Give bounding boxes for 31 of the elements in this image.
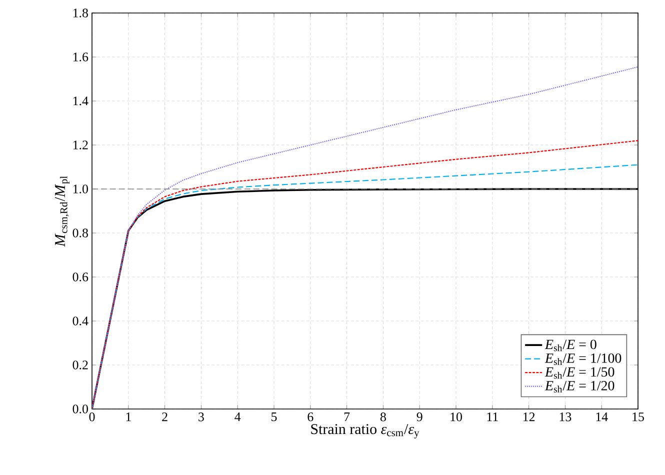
y-tick-label: 1.8 [73,8,88,18]
x-tick-label: 2 [162,412,168,422]
x-tick-label: 4 [234,412,241,422]
x-tick-label: 12 [523,412,535,422]
x-tick-label: 13 [560,412,572,422]
y-tick-label: 1.0 [73,184,88,194]
x-axis-title: Strain ratio ε$_{csm}$/ε$_{y}$ [311,424,420,438]
legend-label: E$_{sh}$/E = 1/20 [544,380,614,392]
legend-label: E$_{sh}$/E = 1/50 [544,367,614,379]
x-tick-label: 0 [89,412,95,422]
legend-label: E$_{sh}$/E = 0 [544,340,596,352]
y-tick-label: 0.0 [72,404,88,414]
x-tick-label: 9 [416,412,422,422]
x-tick-label: 14 [596,412,608,422]
x-tick-label: 15 [632,412,644,422]
x-tick-label: 1 [126,412,131,422]
x-tick-label: 5 [272,412,277,422]
y-tick-label: 0.2 [72,360,88,370]
y-tick-label: 1.2 [73,140,88,150]
x-tick-label: 7 [344,412,350,421]
x-tick-label: 8 [380,412,386,422]
legend-label: E$_{sh}$/E = 1/100 [544,353,622,365]
x-tick-label: 6 [308,412,314,422]
y-tick-label: 0.6 [72,272,88,282]
y-tick-label: 1.4 [73,96,88,106]
x-tick-label: 11 [487,412,498,422]
y-tick-label: 1.6 [73,52,88,62]
x-tick-label: 3 [198,412,204,422]
y-tick-label: 0.8 [72,228,88,238]
x-tick-label: 10 [450,412,462,422]
y-tick-label: 0.4 [72,316,88,326]
